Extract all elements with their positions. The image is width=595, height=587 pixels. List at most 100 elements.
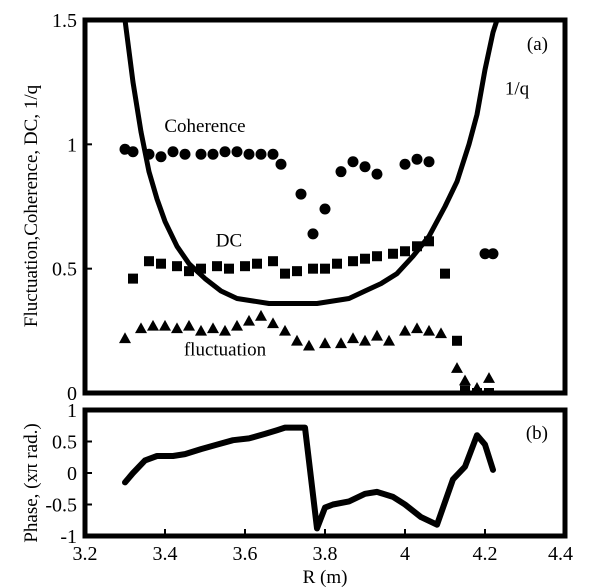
panel-b-label: (b) (526, 423, 548, 444)
series-fluctuation-point (219, 324, 231, 336)
series-coherence-point (243, 148, 255, 160)
series-fluctuation-point (147, 319, 159, 331)
series-fluctuation-point (371, 329, 383, 341)
series-dc-point (424, 236, 434, 247)
series-dc-point (332, 258, 342, 269)
series-fluctuation-point (359, 334, 371, 346)
series-coherence-point (167, 146, 179, 158)
series-dc-point (372, 251, 382, 262)
annotation-1-q: 1/q (505, 79, 530, 100)
series-fluctuation-point (451, 362, 463, 373)
panel-b-y-tick-label: 0 (67, 463, 77, 485)
series-fluctuation-point (207, 322, 219, 334)
panel-b-x-tick-label: 3.4 (153, 543, 178, 565)
series-1-q-line (122, 20, 500, 306)
panel-b-x-tick-label: 4 (400, 543, 410, 565)
panel-b-x-tick-label: 3.8 (313, 543, 338, 565)
panel-b-x-tick-label: 4.2 (473, 543, 498, 565)
series-dc-point (240, 261, 250, 272)
series-dc-point (360, 253, 370, 264)
panel-a-label: (a) (527, 34, 548, 55)
panel-b-x-tick-label: 3.6 (233, 543, 258, 565)
panel-b: -1 -0.5 0 0.5 1 3.2 3.4 3.6 3.8 4 4.2 4.4 Phase, (… (21, 400, 573, 587)
panel-a-annotations: Coherence DC fluctuation 1/q (164, 79, 529, 361)
panel-b-frame (82, 407, 568, 539)
series-coherence-point (399, 158, 411, 170)
series-dc-point (292, 266, 302, 277)
series-dc-point (280, 268, 290, 279)
panel-b-y-tick-label: 0.5 (52, 432, 77, 454)
series-dc-point (184, 266, 194, 277)
panel-b-y-axis-label: Phase, (xπ rad.) (21, 423, 42, 542)
series-fluctuation-point (319, 337, 331, 349)
series-fluctuation-point (159, 319, 171, 331)
panel-b-y-tick-label: 1 (67, 400, 77, 422)
series-fluctuation-point (411, 322, 423, 334)
panel-b-x-tick-label: 3.2 (73, 543, 98, 565)
series-coherence-point (267, 148, 279, 160)
panel-b-y-ticks: -1 -0.5 0 0.5 1 (45, 400, 92, 548)
series-fluctuation-point (231, 319, 243, 331)
series-fluctuation-point (459, 374, 471, 386)
series-coherence-point (219, 146, 231, 158)
series-coherence-point (487, 248, 499, 260)
series-dc-point (388, 248, 398, 259)
series-coherence-point (423, 156, 435, 168)
series-dc-point (224, 263, 234, 274)
series-coherence-point (275, 158, 287, 170)
series-coherence-point (255, 148, 267, 160)
series-coherence-point (295, 188, 307, 200)
series-dc-point (144, 256, 154, 267)
series-coherence-point (127, 146, 139, 158)
series-coherence-point (359, 161, 371, 173)
series-dc-point (348, 256, 358, 267)
series-fluctuation-point (423, 324, 435, 336)
series-coherence-point (479, 248, 491, 260)
series-fluctuation-point (483, 372, 495, 383)
series-dc-point (308, 263, 318, 274)
panel-b-y-tick-label: -1 (60, 526, 77, 548)
panel-a-frame (82, 17, 568, 396)
series-dc-point (440, 268, 450, 279)
annotation-fluctuation: fluctuation (184, 340, 267, 361)
series-fluctuation-point (347, 332, 359, 344)
series-fluctuation-point (135, 322, 147, 334)
series-fluctuation-point (171, 322, 183, 334)
series-coherence-point (371, 168, 383, 180)
series-fluctuation-point (183, 319, 195, 331)
panel-a-y-tick-label: 0.5 (52, 259, 77, 281)
series-coherence-point (195, 148, 207, 160)
series-coherence-point (179, 148, 191, 160)
series-dc-point (196, 263, 206, 274)
series-dc-point (252, 258, 262, 269)
annotation-coherence: Coherence (164, 116, 245, 137)
panel-b-x-axis-label: R (m) (303, 567, 348, 587)
panel-b-y-tick-label: -0.5 (45, 495, 77, 517)
series-dc-point (460, 385, 470, 393)
series-phase-line (122, 424, 496, 532)
series-dc-point (156, 258, 166, 269)
series-fluctuation-point (243, 314, 255, 326)
series-coherence-point (335, 166, 347, 178)
series-fluctuation-point (335, 337, 347, 349)
series-fluctuation-point (399, 324, 411, 336)
series-dc-point (452, 335, 462, 346)
series-fluctuation-point (435, 327, 447, 339)
series-fluctuation-point (267, 317, 279, 329)
series-fluctuation-point (279, 324, 291, 336)
series-coherence-point (411, 153, 423, 165)
series-coherence-point (207, 148, 219, 160)
series-fluctuation-point (291, 334, 303, 346)
panel-a-y-tick-label: 1 (67, 134, 77, 156)
series-fluctuation-point (255, 309, 267, 321)
series-dc-point (212, 261, 222, 272)
annotation-dc: DC (216, 230, 242, 251)
panel-a-y-axis-label: Fluctuation,Coherence, DC, 1/q (21, 84, 42, 327)
series-fluctuation-point (195, 324, 207, 336)
panel-a-y-tick-label: 1.5 (52, 10, 77, 32)
series-coherence-point (155, 151, 167, 163)
series-fluctuation-point (303, 339, 315, 351)
series-dc-point (320, 263, 330, 274)
series-dc-point (412, 241, 422, 252)
series-coherence-point (307, 228, 319, 240)
